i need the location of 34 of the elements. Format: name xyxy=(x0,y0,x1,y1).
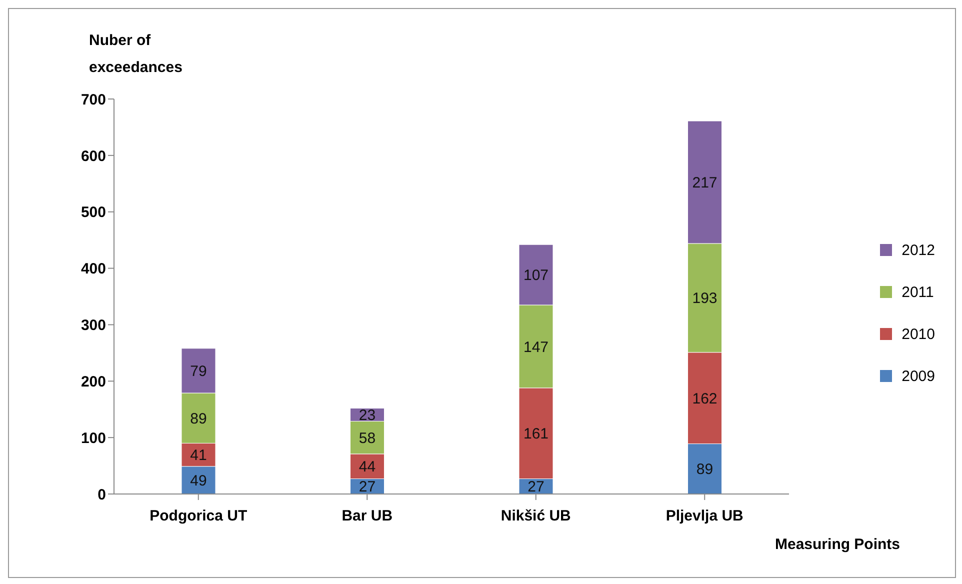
y-tick-label: 300 xyxy=(80,317,106,334)
data-label: 58 xyxy=(358,430,376,447)
y-tick-label: 0 xyxy=(98,486,106,504)
data-label: 79 xyxy=(190,363,207,380)
data-label: 44 xyxy=(358,458,376,476)
x-tick-label: Nikšić UB xyxy=(500,508,572,525)
data-label: 41 xyxy=(190,447,207,464)
y-tick-label: 400 xyxy=(80,260,106,278)
y-tick-label: 100 xyxy=(80,430,106,447)
legend-label: 2009 xyxy=(900,366,935,386)
data-label: 193 xyxy=(692,290,718,308)
data-label: 107 xyxy=(523,267,549,284)
y-tick-label: 200 xyxy=(80,373,106,390)
x-tick-label: Podgorica UT xyxy=(150,508,248,525)
y-axis-title: Nuber of exceedances xyxy=(89,31,184,78)
data-label: 89 xyxy=(696,461,714,478)
legend-label: 2010 xyxy=(900,324,935,344)
legend-label: 2012 xyxy=(900,240,935,260)
y-tick-label: 500 xyxy=(80,204,106,222)
data-label: 162 xyxy=(692,390,718,408)
data-label: 49 xyxy=(190,472,207,490)
x-axis-title: Measuring Points xyxy=(775,536,900,553)
legend-label: 2011 xyxy=(900,282,935,302)
data-label: 23 xyxy=(358,407,376,424)
data-label: 161 xyxy=(523,426,549,443)
data-label: 89 xyxy=(190,410,207,428)
x-tick-label: Bar UB xyxy=(342,508,393,525)
data-label: 27 xyxy=(358,478,376,496)
x-tick-label: Pljevlja UB xyxy=(666,508,744,525)
data-label: 27 xyxy=(528,478,544,496)
data-label: 147 xyxy=(523,338,549,356)
data-label: 217 xyxy=(692,174,718,192)
y-tick-label: 700 xyxy=(80,91,106,108)
y-tick-label: 600 xyxy=(80,148,106,165)
